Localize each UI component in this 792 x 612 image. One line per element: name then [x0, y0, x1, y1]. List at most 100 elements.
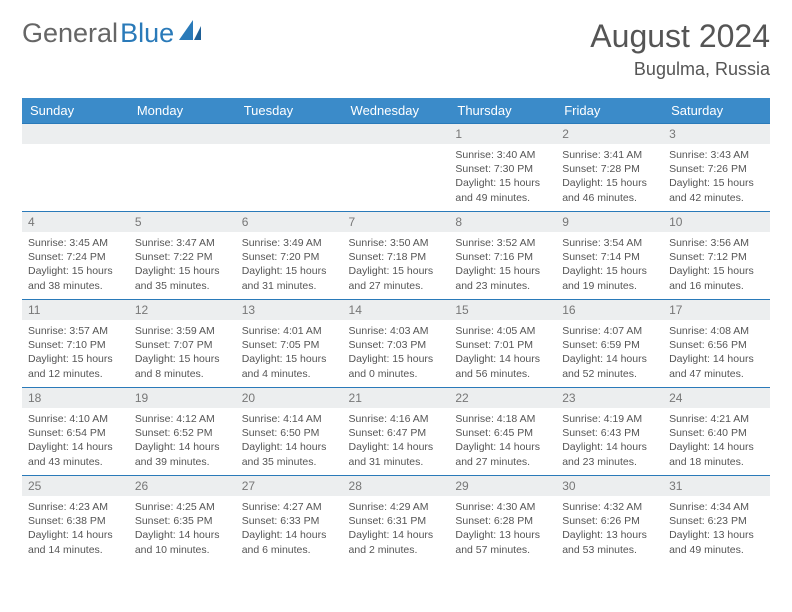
day-number: 4 [22, 212, 129, 232]
day-details: Sunrise: 4:16 AMSunset: 6:47 PMDaylight:… [343, 408, 450, 473]
day-details: Sunrise: 4:18 AMSunset: 6:45 PMDaylight:… [449, 408, 556, 473]
day-detail-line: Sunset: 6:35 PM [135, 514, 230, 528]
day-details: Sunrise: 4:03 AMSunset: 7:03 PMDaylight:… [343, 320, 450, 385]
day-detail-line: Daylight: 15 hours [562, 264, 657, 278]
day-details: Sunrise: 4:25 AMSunset: 6:35 PMDaylight:… [129, 496, 236, 561]
day-detail-line: and 49 minutes. [455, 191, 550, 205]
calendar-day-cell: 18Sunrise: 4:10 AMSunset: 6:54 PMDayligh… [22, 388, 129, 476]
day-detail-line: Sunset: 7:16 PM [455, 250, 550, 264]
day-detail-line: and 14 minutes. [28, 543, 123, 557]
day-details: Sunrise: 4:27 AMSunset: 6:33 PMDaylight:… [236, 496, 343, 561]
day-detail-line: Sunset: 7:10 PM [28, 338, 123, 352]
day-detail-line: Sunrise: 3:41 AM [562, 148, 657, 162]
day-detail-line: Sunset: 6:43 PM [562, 426, 657, 440]
day-detail-line: and 38 minutes. [28, 279, 123, 293]
day-detail-line: and 42 minutes. [669, 191, 764, 205]
day-detail-line: Sunset: 7:14 PM [562, 250, 657, 264]
day-detail-line: and 57 minutes. [455, 543, 550, 557]
day-detail-line: and 53 minutes. [562, 543, 657, 557]
day-details: Sunrise: 4:30 AMSunset: 6:28 PMDaylight:… [449, 496, 556, 561]
day-detail-line: Daylight: 13 hours [562, 528, 657, 542]
day-detail-line: Daylight: 13 hours [455, 528, 550, 542]
day-detail-line: Sunrise: 3:59 AM [135, 324, 230, 338]
day-number: 6 [236, 212, 343, 232]
day-number: 17 [663, 300, 770, 320]
day-number: 5 [129, 212, 236, 232]
calendar-page: GeneralBlue August 2024 Bugulma, Russia … [0, 0, 792, 582]
weekday-header: Saturday [663, 98, 770, 124]
day-detail-line: and 35 minutes. [242, 455, 337, 469]
calendar-day-cell: 16Sunrise: 4:07 AMSunset: 6:59 PMDayligh… [556, 300, 663, 388]
day-number: 25 [22, 476, 129, 496]
day-detail-line: Sunrise: 4:21 AM [669, 412, 764, 426]
day-detail-line: Sunrise: 4:16 AM [349, 412, 444, 426]
day-detail-line: Daylight: 15 hours [455, 176, 550, 190]
day-detail-line: and 4 minutes. [242, 367, 337, 381]
calendar-week-row: 25Sunrise: 4:23 AMSunset: 6:38 PMDayligh… [22, 476, 770, 564]
day-number: 10 [663, 212, 770, 232]
day-details: Sunrise: 4:01 AMSunset: 7:05 PMDaylight:… [236, 320, 343, 385]
day-detail-line: Daylight: 14 hours [242, 528, 337, 542]
day-detail-line: Sunset: 6:31 PM [349, 514, 444, 528]
day-detail-line: and 35 minutes. [135, 279, 230, 293]
calendar-day-cell [343, 124, 450, 212]
day-detail-line: Daylight: 15 hours [669, 176, 764, 190]
day-detail-line: and 2 minutes. [349, 543, 444, 557]
calendar-day-cell: 14Sunrise: 4:03 AMSunset: 7:03 PMDayligh… [343, 300, 450, 388]
day-detail-line: Sunset: 7:03 PM [349, 338, 444, 352]
day-detail-line: Daylight: 13 hours [669, 528, 764, 542]
brand-logo: GeneralBlue [22, 18, 205, 49]
day-detail-line: Sunset: 6:26 PM [562, 514, 657, 528]
calendar-day-cell: 15Sunrise: 4:05 AMSunset: 7:01 PMDayligh… [449, 300, 556, 388]
day-detail-line: Sunrise: 4:29 AM [349, 500, 444, 514]
day-detail-line: and 31 minutes. [242, 279, 337, 293]
calendar-day-cell [236, 124, 343, 212]
day-detail-line: Daylight: 14 hours [28, 528, 123, 542]
day-number [343, 124, 450, 144]
calendar-day-cell [129, 124, 236, 212]
day-details: Sunrise: 3:49 AMSunset: 7:20 PMDaylight:… [236, 232, 343, 297]
calendar-week-row: 1Sunrise: 3:40 AMSunset: 7:30 PMDaylight… [22, 124, 770, 212]
day-details: Sunrise: 4:12 AMSunset: 6:52 PMDaylight:… [129, 408, 236, 473]
day-detail-line: Sunset: 7:12 PM [669, 250, 764, 264]
day-number: 21 [343, 388, 450, 408]
brand-part2: Blue [120, 18, 174, 49]
day-details: Sunrise: 4:32 AMSunset: 6:26 PMDaylight:… [556, 496, 663, 561]
day-number: 9 [556, 212, 663, 232]
calendar-body: 1Sunrise: 3:40 AMSunset: 7:30 PMDaylight… [22, 124, 770, 564]
day-detail-line: Daylight: 14 hours [562, 440, 657, 454]
page-header: GeneralBlue August 2024 Bugulma, Russia [22, 18, 770, 80]
day-detail-line: and 31 minutes. [349, 455, 444, 469]
day-detail-line: Sunset: 6:45 PM [455, 426, 550, 440]
day-details: Sunrise: 3:43 AMSunset: 7:26 PMDaylight:… [663, 144, 770, 209]
day-detail-line: Sunset: 7:20 PM [242, 250, 337, 264]
day-number: 19 [129, 388, 236, 408]
day-detail-line: Sunset: 6:23 PM [669, 514, 764, 528]
day-detail-line: Sunrise: 3:40 AM [455, 148, 550, 162]
calendar-day-cell: 23Sunrise: 4:19 AMSunset: 6:43 PMDayligh… [556, 388, 663, 476]
day-number: 28 [343, 476, 450, 496]
calendar-day-cell: 17Sunrise: 4:08 AMSunset: 6:56 PMDayligh… [663, 300, 770, 388]
day-number: 3 [663, 124, 770, 144]
day-detail-line: Sunrise: 3:45 AM [28, 236, 123, 250]
weekday-header: Thursday [449, 98, 556, 124]
day-detail-line: and 16 minutes. [669, 279, 764, 293]
day-detail-line: Sunrise: 4:05 AM [455, 324, 550, 338]
day-number: 18 [22, 388, 129, 408]
day-number: 30 [556, 476, 663, 496]
day-number [22, 124, 129, 144]
calendar-day-cell: 4Sunrise: 3:45 AMSunset: 7:24 PMDaylight… [22, 212, 129, 300]
day-details: Sunrise: 3:59 AMSunset: 7:07 PMDaylight:… [129, 320, 236, 385]
calendar-day-cell: 1Sunrise: 3:40 AMSunset: 7:30 PMDaylight… [449, 124, 556, 212]
day-detail-line: Sunrise: 4:34 AM [669, 500, 764, 514]
calendar-day-cell: 12Sunrise: 3:59 AMSunset: 7:07 PMDayligh… [129, 300, 236, 388]
day-detail-line: Daylight: 14 hours [28, 440, 123, 454]
day-detail-line: and 43 minutes. [28, 455, 123, 469]
day-detail-line: and 10 minutes. [135, 543, 230, 557]
day-details: Sunrise: 4:21 AMSunset: 6:40 PMDaylight:… [663, 408, 770, 473]
day-detail-line: Sunrise: 4:25 AM [135, 500, 230, 514]
calendar-day-cell: 26Sunrise: 4:25 AMSunset: 6:35 PMDayligh… [129, 476, 236, 564]
day-detail-line: Daylight: 15 hours [135, 352, 230, 366]
calendar-day-cell [22, 124, 129, 212]
day-detail-line: Sunrise: 4:10 AM [28, 412, 123, 426]
